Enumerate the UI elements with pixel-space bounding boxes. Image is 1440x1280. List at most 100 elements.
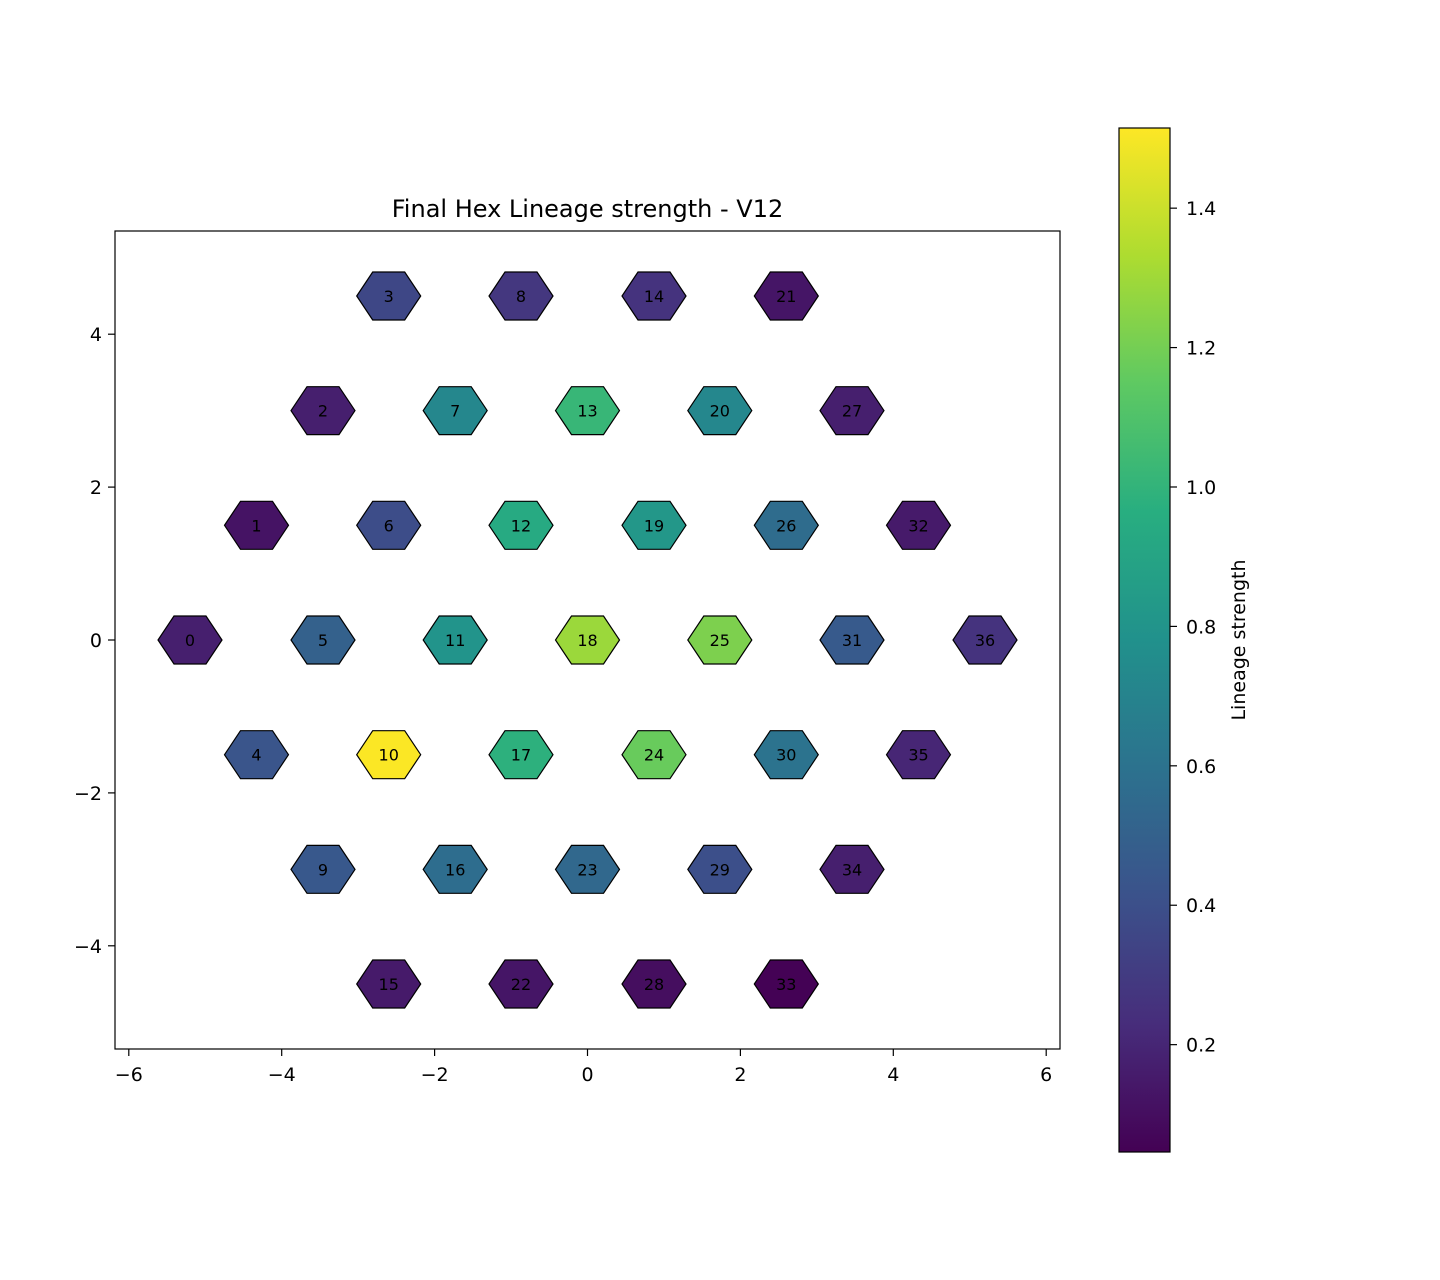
hex-cell-35: 35	[885, 730, 952, 780]
hex-cell-26: 26	[753, 500, 820, 550]
y-tick-label: −4	[74, 936, 102, 958]
colorbar-gradient	[1118, 127, 1171, 1153]
hex-cell-8: 8	[488, 271, 554, 321]
hex-label: 28	[644, 975, 664, 994]
hex-label: 22	[511, 975, 531, 994]
colorbar-tick-label: 0.2	[1186, 1035, 1216, 1057]
hex-shape	[223, 500, 290, 550]
y-axis: −4 −2 0 2 4	[74, 324, 115, 958]
x-tick-label: −6	[115, 1064, 143, 1086]
hex-label: 4	[251, 746, 261, 765]
hex-cell-11: 11	[422, 615, 488, 665]
hex-cell-16: 16	[422, 844, 488, 894]
hex-shape	[290, 386, 356, 436]
hex-shape	[687, 844, 753, 894]
x-tick-label: −2	[421, 1064, 449, 1086]
colorbar-tick-label: 0.6	[1186, 756, 1216, 778]
hex-shape	[355, 959, 422, 1009]
hex-label: 24	[644, 746, 664, 765]
hex-cell-17: 17	[488, 730, 554, 780]
hex-shape	[753, 959, 820, 1009]
hex-shape	[422, 386, 488, 436]
hex-label: 1	[251, 516, 261, 535]
hex-label: 18	[577, 631, 597, 650]
hex-shape	[687, 386, 753, 436]
hex-shape	[355, 271, 422, 321]
colorbar-label: Lineage strength	[1228, 559, 1250, 720]
plot-area: 0123456789101112131415161718192021222324…	[74, 230, 1061, 1086]
hex-cell-19: 19	[621, 500, 687, 550]
hex-label: 3	[384, 287, 394, 306]
hex-label: 25	[710, 631, 730, 650]
hex-label: 23	[577, 860, 597, 879]
hex-shape	[290, 615, 356, 665]
hex-label: 17	[511, 746, 531, 765]
hex-shape	[355, 730, 422, 780]
hex-shape	[753, 500, 820, 550]
x-tick-label: 6	[1040, 1064, 1052, 1086]
colorbar-ticks: 0.2 0.4 0.6 0.8 1.0 1.2 1.4	[1170, 198, 1216, 1057]
hex-cell-18: 18	[554, 615, 621, 665]
x-tick-label: 0	[581, 1064, 593, 1086]
hex-shape	[554, 386, 621, 436]
hex-shape	[952, 615, 1018, 665]
hex-shape	[422, 844, 488, 894]
colorbar-tick-label: 1.4	[1186, 198, 1216, 220]
y-tick-label: 4	[90, 324, 102, 346]
hex-cell-22: 22	[488, 959, 554, 1009]
hex-cell-28: 28	[621, 959, 687, 1009]
x-tick-label: −4	[268, 1064, 296, 1086]
hex-cell-29: 29	[687, 844, 753, 894]
hex-label: 2	[318, 402, 328, 421]
hex-shape	[157, 615, 223, 665]
hex-cell-34: 34	[819, 844, 885, 894]
hex-shape	[355, 500, 422, 550]
hex-shape	[621, 730, 687, 780]
hex-label: 12	[511, 516, 531, 535]
hex-cell-13: 13	[554, 386, 621, 436]
hex-label: 33	[776, 975, 796, 994]
hex-label: 5	[318, 631, 328, 650]
hex-shape	[753, 730, 820, 780]
hex-shape	[223, 730, 290, 780]
hex-shape	[488, 730, 554, 780]
hex-cell-32: 32	[885, 500, 952, 550]
hex-cell-31: 31	[819, 615, 885, 665]
hex-shape	[819, 615, 885, 665]
hex-shape	[753, 271, 820, 321]
colorbar-tick-label: 1.2	[1186, 338, 1216, 360]
hex-shape	[554, 615, 621, 665]
hex-cell-10: 10	[355, 730, 422, 780]
hex-shape	[621, 959, 687, 1009]
hex-label: 21	[776, 287, 796, 306]
hex-cell-36: 36	[952, 615, 1018, 665]
hex-label: 29	[710, 860, 730, 879]
hex-label: 15	[379, 975, 399, 994]
hex-cell-5: 5	[290, 615, 356, 665]
hex-shape	[819, 386, 885, 436]
colorbar: 0.2 0.4 0.6 0.8 1.0 1.2 1.4 Lineage strength	[1118, 127, 1250, 1153]
y-tick-label: 0	[90, 630, 102, 652]
hex-label: 32	[908, 516, 928, 535]
hex-label: 34	[842, 860, 862, 879]
hex-label: 27	[842, 402, 862, 421]
hex-cell-7: 7	[422, 386, 488, 436]
hex-label: 8	[516, 287, 526, 306]
hex-cell-12: 12	[488, 500, 554, 550]
hex-label: 13	[577, 402, 597, 421]
hex-cell-15: 15	[355, 959, 422, 1009]
hex-cell-21: 21	[753, 271, 820, 321]
hex-cell-4: 4	[223, 730, 290, 780]
y-tick-label: −2	[74, 783, 102, 805]
hex-cell-6: 6	[355, 500, 422, 550]
hex-cell-14: 14	[621, 271, 687, 321]
hex-shape	[621, 271, 687, 321]
hex-shape	[819, 844, 885, 894]
x-tick-label: 4	[887, 1064, 899, 1086]
hex-cell-3: 3	[355, 271, 422, 321]
hex-shape	[554, 844, 621, 894]
hex-label: 36	[975, 631, 995, 650]
hex-shape	[488, 500, 554, 550]
y-tick-label: 2	[90, 477, 102, 499]
